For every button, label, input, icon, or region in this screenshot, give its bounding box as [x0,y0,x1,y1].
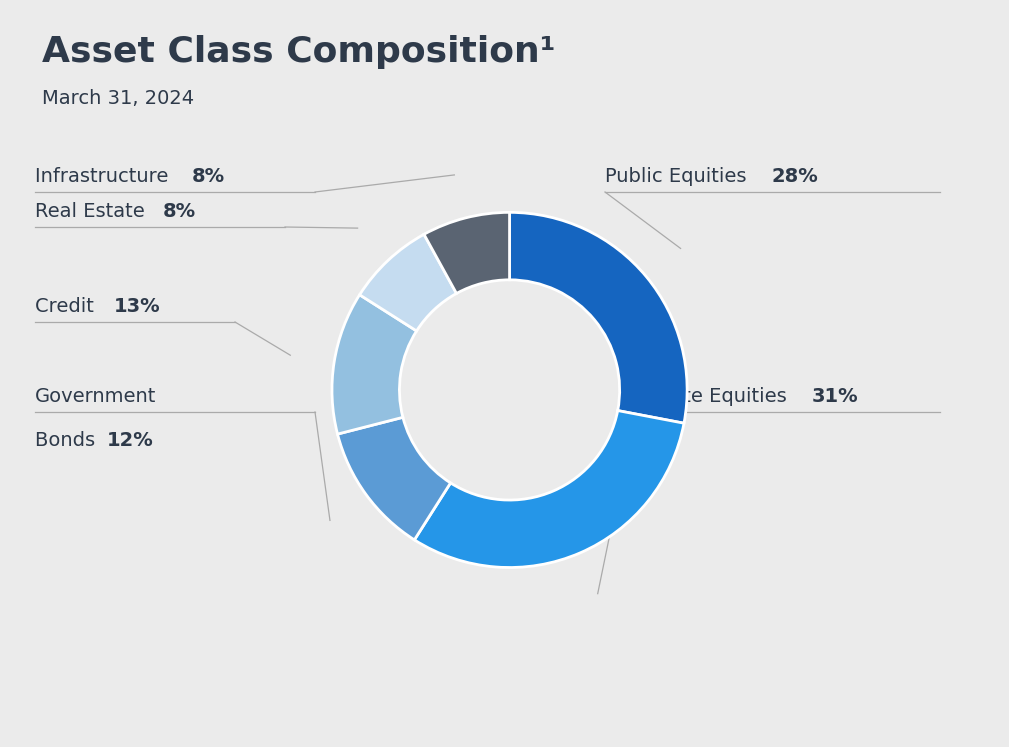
Text: Credit: Credit [35,297,106,316]
Wedge shape [415,411,684,568]
Text: Infrastructure: Infrastructure [35,167,181,186]
Text: Bonds: Bonds [35,431,108,450]
Wedge shape [510,212,687,424]
Text: 8%: 8% [162,202,196,221]
Wedge shape [359,235,456,331]
Text: Public Equities: Public Equities [605,167,759,186]
Text: Real Estate: Real Estate [35,202,157,221]
Text: 31%: 31% [811,387,858,406]
Wedge shape [332,295,417,434]
Text: March 31, 2024: March 31, 2024 [42,89,194,108]
Text: Asset Class Composition¹: Asset Class Composition¹ [42,35,556,69]
Text: 13%: 13% [113,297,160,316]
Wedge shape [424,212,510,294]
Text: Private Equities: Private Equities [635,387,799,406]
Text: 8%: 8% [192,167,225,186]
Text: 28%: 28% [772,167,818,186]
Text: Government: Government [35,387,156,406]
Wedge shape [338,418,451,540]
Text: 12%: 12% [107,431,153,450]
